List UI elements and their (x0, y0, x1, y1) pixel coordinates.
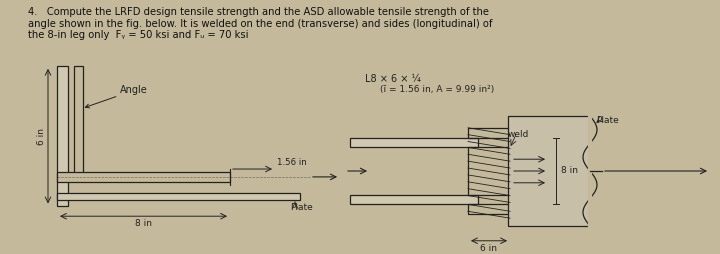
Text: 8 in: 8 in (561, 167, 578, 176)
Text: 6 in: 6 in (37, 128, 46, 145)
Text: Angle: Angle (86, 85, 148, 108)
Text: Plate: Plate (290, 203, 312, 212)
Text: the 8-in leg only  Fᵧ = 50 ksi and Fᵤ = 70 ksi: the 8-in leg only Fᵧ = 50 ksi and Fᵤ = 7… (28, 30, 248, 40)
Text: (ī = 1.56 in, A = 9.99 in²): (ī = 1.56 in, A = 9.99 in²) (380, 86, 494, 94)
Text: Plate: Plate (596, 116, 618, 125)
Bar (57, 66, 68, 207)
Bar (468, 147, 510, 195)
Text: angle shown in the fig. below. It is welded on the end (transverse) and sides (l: angle shown in the fig. below. It is wel… (28, 19, 492, 29)
Text: 1.56 in: 1.56 in (277, 158, 307, 167)
Bar (468, 204, 510, 214)
Bar (468, 128, 510, 138)
Text: 8 in: 8 in (135, 219, 152, 228)
Text: weld: weld (508, 130, 529, 139)
Text: 4.   Compute the LRFD design tensile strength and the ASD allowable tensile stre: 4. Compute the LRFD design tensile stren… (28, 7, 489, 17)
Bar (350, 138, 478, 147)
Bar (350, 195, 478, 204)
Bar (508, 116, 590, 226)
Text: 6 in: 6 in (480, 244, 498, 253)
Bar (57, 193, 300, 200)
Bar (74, 66, 83, 177)
Text: L8 × 6 × ¼: L8 × 6 × ¼ (365, 74, 421, 84)
Bar (57, 172, 230, 182)
